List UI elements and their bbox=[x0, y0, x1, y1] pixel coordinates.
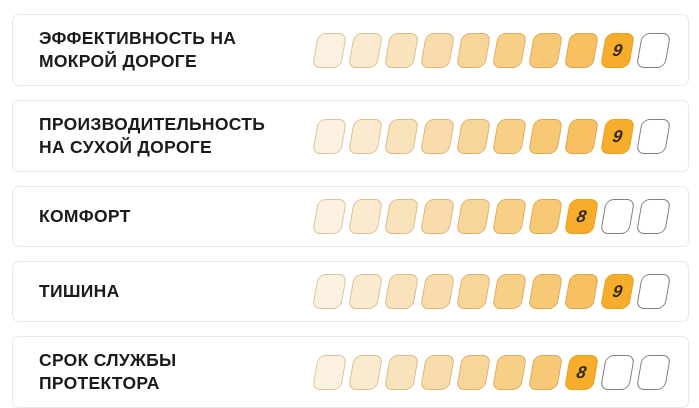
scale-cell-filled bbox=[383, 354, 420, 390]
scale-cell-filled bbox=[311, 32, 348, 68]
scale-cell-filled bbox=[455, 199, 492, 234]
scale-cell-filled bbox=[311, 199, 348, 234]
scale-cell-filled bbox=[527, 32, 564, 68]
rating-scale: 8 bbox=[311, 354, 672, 390]
scale-cell-filled bbox=[419, 199, 456, 234]
scale-cell-score: 8 bbox=[563, 199, 600, 234]
scale-cell-filled bbox=[311, 118, 348, 154]
scale-cell-filled bbox=[455, 354, 492, 390]
rating-label: КОМФОРТ bbox=[39, 205, 131, 228]
rating-scale: 9 bbox=[311, 274, 672, 309]
scale-cell-filled bbox=[527, 354, 564, 390]
scale-cell-filled bbox=[347, 274, 384, 309]
score-value: 8 bbox=[575, 362, 588, 382]
scale-cell-filled bbox=[563, 274, 600, 309]
scale-cell-empty bbox=[635, 354, 672, 390]
rating-label-line: МОКРОЙ ДОРОГЕ bbox=[39, 51, 197, 71]
scale-cell-filled bbox=[347, 118, 384, 154]
scale-cell-filled bbox=[455, 274, 492, 309]
scale-cell-filled bbox=[527, 274, 564, 309]
scale-cell-filled bbox=[383, 199, 420, 234]
rating-row: ТИШИНА 9 bbox=[12, 261, 689, 322]
rating-label-line: КОМФОРТ bbox=[39, 206, 131, 226]
scale-cell-filled bbox=[563, 32, 600, 68]
scale-cell-filled bbox=[455, 118, 492, 154]
scale-cell-filled bbox=[419, 118, 456, 154]
rating-scale: 8 bbox=[311, 199, 672, 234]
rating-scale: 9 bbox=[311, 118, 672, 154]
scale-cell-empty bbox=[599, 199, 636, 234]
scale-cell-empty bbox=[635, 32, 672, 68]
score-value: 9 bbox=[611, 40, 624, 60]
scale-cell-filled bbox=[563, 118, 600, 154]
scale-cell-score: 9 bbox=[599, 32, 636, 68]
rating-label-line: НА СУХОЙ ДОРОГЕ bbox=[39, 137, 212, 157]
rating-label: ЭФФЕКТИВНОСТЬ НА МОКРОЙ ДОРОГЕ bbox=[39, 27, 236, 73]
rating-label: ПРОИЗВОДИТЕЛЬНОСТЬ НА СУХОЙ ДОРОГЕ bbox=[39, 113, 265, 159]
score-value: 9 bbox=[611, 282, 624, 301]
rating-scale: 9 bbox=[311, 32, 672, 68]
scale-cell-filled bbox=[347, 199, 384, 234]
scale-cell-filled bbox=[491, 199, 528, 234]
rating-row: КОМФОРТ 8 bbox=[12, 186, 689, 247]
scale-cell-filled bbox=[347, 354, 384, 390]
rating-label-line: ТИШИНА bbox=[39, 281, 120, 301]
rating-label-line: ЭФФЕКТИВНОСТЬ НА bbox=[39, 28, 237, 48]
rating-label-line: ПРОИЗВОДИТЕЛЬНОСТЬ bbox=[39, 114, 266, 134]
scale-cell-empty bbox=[635, 199, 672, 234]
scale-cell-empty bbox=[635, 274, 672, 309]
rating-label-line: СРОК СЛУЖБЫ bbox=[39, 350, 177, 370]
scale-cell-empty bbox=[599, 354, 636, 390]
scale-cell-score: 9 bbox=[599, 118, 636, 154]
rating-row: ЭФФЕКТИВНОСТЬ НА МОКРОЙ ДОРОГЕ 9 bbox=[12, 14, 689, 86]
scale-cell-filled bbox=[419, 32, 456, 68]
rating-label: ТИШИНА bbox=[39, 280, 120, 303]
scale-cell-filled bbox=[491, 32, 528, 68]
scale-cell-score: 8 bbox=[563, 354, 600, 390]
score-value: 9 bbox=[611, 126, 624, 146]
scale-cell-filled bbox=[383, 274, 420, 309]
scale-cell-filled bbox=[491, 274, 528, 309]
scale-cell-empty bbox=[635, 118, 672, 154]
scale-cell-filled bbox=[527, 118, 564, 154]
rating-label: СРОК СЛУЖБЫ ПРОТЕКТОРА bbox=[39, 349, 176, 395]
scale-cell-score: 9 bbox=[599, 274, 636, 309]
score-value: 8 bbox=[575, 207, 588, 226]
rating-row: СРОК СЛУЖБЫ ПРОТЕКТОРА 8 bbox=[12, 336, 689, 408]
scale-cell-filled bbox=[419, 274, 456, 309]
scale-cell-filled bbox=[383, 32, 420, 68]
rating-label-line: ПРОТЕКТОРА bbox=[39, 373, 160, 393]
scale-cell-filled bbox=[347, 32, 384, 68]
scale-cell-filled bbox=[311, 354, 348, 390]
scale-cell-filled bbox=[491, 354, 528, 390]
scale-cell-filled bbox=[383, 118, 420, 154]
scale-cell-filled bbox=[419, 354, 456, 390]
scale-cell-filled bbox=[455, 32, 492, 68]
scale-cell-filled bbox=[491, 118, 528, 154]
rating-row: ПРОИЗВОДИТЕЛЬНОСТЬ НА СУХОЙ ДОРОГЕ 9 bbox=[12, 100, 689, 172]
scale-cell-filled bbox=[311, 274, 348, 309]
scale-cell-filled bbox=[527, 199, 564, 234]
